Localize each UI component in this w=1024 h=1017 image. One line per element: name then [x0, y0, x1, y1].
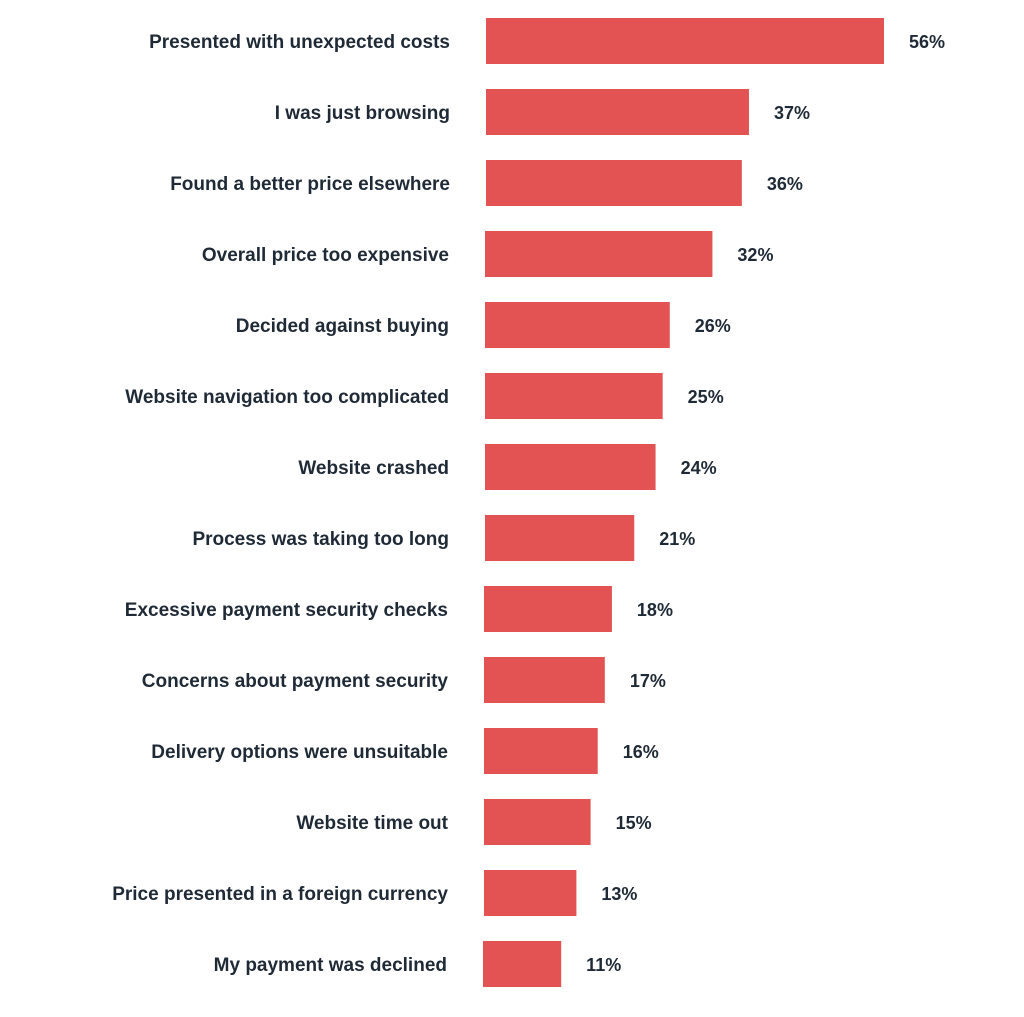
category-label: Process was taking too long — [192, 529, 449, 550]
value-label: 36% — [767, 174, 803, 194]
bar — [483, 941, 562, 987]
bar — [484, 586, 612, 632]
bar — [486, 160, 742, 206]
value-label: 11% — [586, 955, 621, 975]
category-label: Presented with unexpected costs — [149, 32, 450, 53]
bar — [484, 728, 598, 774]
category-label: Excessive payment security checks — [125, 600, 448, 621]
category-label: I was just browsing — [275, 103, 450, 124]
bar — [486, 89, 749, 135]
category-label: Delivery options were unsuitable — [151, 742, 448, 763]
value-label: 18% — [637, 600, 673, 620]
value-label: 24% — [681, 458, 717, 478]
value-label: 56% — [909, 32, 945, 52]
value-label: 13% — [601, 884, 637, 904]
category-label: Website crashed — [298, 458, 449, 479]
category-label: Concerns about payment security — [142, 671, 449, 692]
value-label: 16% — [623, 742, 659, 762]
bar — [484, 870, 577, 916]
bar — [485, 515, 635, 561]
category-label: My payment was declined — [214, 955, 447, 976]
bar — [485, 231, 713, 277]
value-label: 37% — [774, 103, 810, 123]
category-label: Found a better price elsewhere — [170, 174, 450, 195]
category-label: Website navigation too complicated — [125, 387, 449, 408]
bar — [485, 444, 656, 490]
bar — [484, 657, 605, 703]
value-label: 17% — [630, 671, 666, 691]
value-label: 26% — [695, 316, 731, 336]
category-label: Overall price too expensive — [202, 245, 449, 266]
category-label: Website time out — [296, 813, 448, 834]
category-label: Price presented in a foreign currency — [112, 884, 448, 905]
value-label: 21% — [659, 529, 695, 549]
bar — [484, 799, 591, 845]
value-label: 15% — [616, 813, 652, 833]
bar — [485, 302, 670, 348]
value-label: 25% — [688, 387, 724, 407]
category-label: Decided against buying — [236, 316, 449, 337]
bar — [486, 18, 884, 64]
bar — [485, 373, 663, 419]
value-label: 32% — [737, 245, 773, 265]
